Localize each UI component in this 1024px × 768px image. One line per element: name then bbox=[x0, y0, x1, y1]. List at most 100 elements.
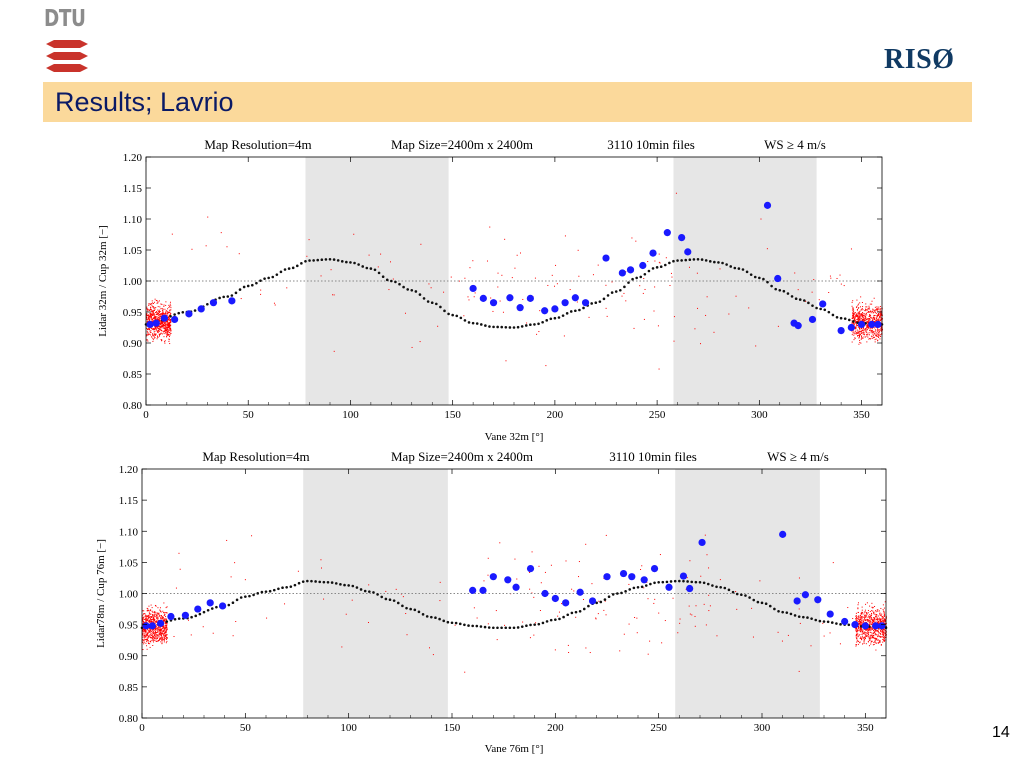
raw-point bbox=[880, 308, 882, 310]
raw-point bbox=[865, 333, 867, 335]
raw-point bbox=[883, 637, 885, 639]
raw-point bbox=[877, 635, 879, 637]
raw-point bbox=[143, 630, 145, 632]
raw-point bbox=[879, 612, 881, 614]
raw-point bbox=[877, 318, 879, 320]
model-point bbox=[392, 599, 396, 602]
raw-point bbox=[150, 317, 152, 319]
raw-point bbox=[880, 621, 882, 623]
raw-point bbox=[159, 627, 161, 629]
raw-point bbox=[149, 618, 151, 620]
raw-point bbox=[865, 634, 867, 636]
raw-point bbox=[151, 635, 153, 637]
model-point bbox=[639, 275, 643, 279]
raw-point bbox=[144, 638, 146, 640]
model-point bbox=[830, 621, 834, 624]
raw-point bbox=[862, 318, 864, 320]
raw-point bbox=[332, 294, 334, 296]
raw-point bbox=[867, 636, 869, 638]
raw-point bbox=[166, 629, 168, 631]
raw-point bbox=[157, 640, 159, 642]
raw-point bbox=[878, 635, 880, 637]
raw-point bbox=[870, 315, 872, 317]
raw-point bbox=[879, 640, 881, 642]
model-point bbox=[729, 265, 733, 268]
raw-point bbox=[156, 624, 158, 626]
raw-point bbox=[855, 321, 857, 323]
raw-point bbox=[164, 637, 166, 639]
raw-point bbox=[870, 628, 872, 630]
raw-point bbox=[145, 635, 147, 637]
raw-point bbox=[873, 314, 875, 316]
raw-point bbox=[883, 607, 885, 609]
model-point bbox=[388, 598, 392, 602]
raw-point bbox=[159, 335, 161, 337]
raw-point bbox=[709, 605, 711, 607]
raw-point bbox=[861, 615, 863, 617]
model-point bbox=[300, 262, 303, 265]
raw-point bbox=[875, 335, 877, 337]
raw-point bbox=[158, 636, 160, 638]
raw-point bbox=[659, 262, 661, 264]
raw-point bbox=[869, 311, 871, 313]
raw-point bbox=[859, 334, 861, 336]
raw-point bbox=[165, 642, 167, 644]
y-tick-label: 0.90 bbox=[119, 651, 139, 663]
raw-point bbox=[863, 638, 865, 640]
raw-point bbox=[636, 632, 638, 634]
raw-point bbox=[872, 644, 874, 646]
model-point bbox=[606, 294, 610, 297]
raw-point bbox=[152, 636, 154, 638]
raw-point bbox=[866, 341, 868, 343]
raw-point bbox=[878, 619, 880, 621]
raw-point bbox=[168, 325, 170, 327]
raw-point bbox=[147, 610, 149, 612]
raw-point bbox=[871, 329, 873, 331]
raw-point bbox=[588, 316, 590, 318]
raw-point bbox=[166, 326, 168, 328]
raw-point bbox=[879, 334, 881, 336]
raw-point bbox=[697, 307, 699, 309]
raw-point bbox=[881, 613, 883, 615]
raw-point bbox=[865, 634, 867, 636]
raw-point bbox=[867, 628, 869, 630]
raw-point bbox=[164, 618, 166, 620]
raw-point bbox=[870, 620, 872, 622]
raw-point bbox=[145, 618, 147, 620]
model-point bbox=[649, 582, 652, 586]
raw-point bbox=[877, 615, 879, 617]
raw-point bbox=[148, 616, 150, 618]
raw-point bbox=[855, 645, 857, 647]
raw-point bbox=[860, 621, 862, 623]
raw-point bbox=[149, 309, 151, 311]
model-point bbox=[210, 607, 214, 610]
raw-point bbox=[878, 313, 880, 315]
raw-point bbox=[152, 320, 154, 322]
raw-point bbox=[165, 324, 167, 326]
model-point bbox=[643, 272, 647, 276]
raw-point bbox=[851, 318, 853, 320]
raw-point bbox=[852, 300, 854, 302]
raw-point bbox=[142, 616, 144, 618]
raw-point bbox=[151, 633, 153, 635]
binned-point bbox=[665, 583, 673, 591]
raw-point bbox=[872, 621, 874, 623]
raw-point bbox=[860, 627, 862, 629]
raw-point bbox=[150, 313, 152, 315]
raw-point bbox=[142, 634, 144, 636]
raw-point bbox=[156, 316, 158, 318]
raw-point bbox=[628, 583, 630, 585]
raw-point bbox=[880, 330, 882, 332]
model-point bbox=[753, 275, 757, 279]
raw-point bbox=[595, 617, 597, 619]
raw-point bbox=[858, 616, 860, 618]
raw-point bbox=[852, 316, 854, 318]
model-point bbox=[554, 618, 557, 621]
raw-point bbox=[163, 313, 165, 315]
raw-point bbox=[855, 333, 857, 335]
chart-header-3: 3110 10min files bbox=[609, 449, 697, 464]
raw-point bbox=[853, 313, 855, 315]
model-point bbox=[627, 281, 630, 284]
raw-point bbox=[877, 328, 879, 330]
